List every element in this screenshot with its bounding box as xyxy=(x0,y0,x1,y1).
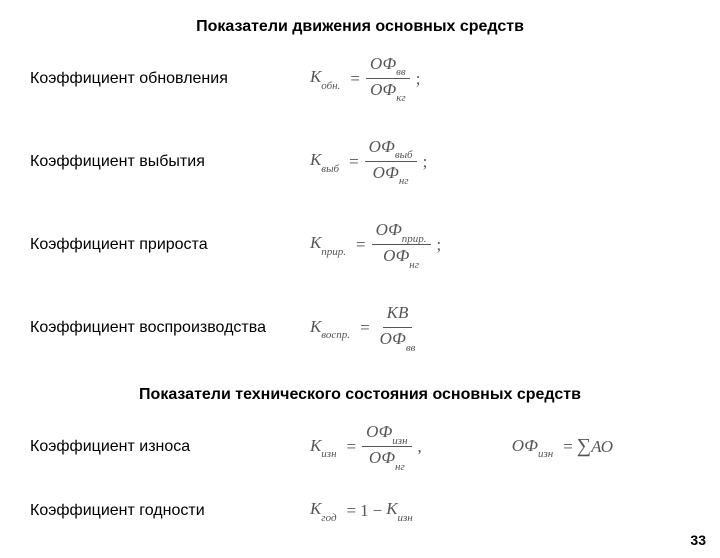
formula-wear: Кизн = ОФизн ОФнг , ОФизн = ∑ АО xyxy=(270,422,720,471)
row-renewal: Коэффициент обновления Кобн. = ОФвв ОФкг… xyxy=(0,54,720,103)
heading-movement: Показатели движения основных средств xyxy=(0,18,720,36)
heading-condition: Показатели технического состояния основн… xyxy=(0,386,720,404)
row-wear: Коэффициент износа Кизн = ОФизн ОФнг , О… xyxy=(0,422,720,471)
formula-growth: Кприр. = ОФприр. ОФнг ; xyxy=(270,220,720,269)
formula-reproduction: Квоспр. = КВ ОФвв xyxy=(270,303,720,352)
label-renewal: Коэффициент обновления xyxy=(30,70,270,88)
label-fitness: Коэффициент годности xyxy=(30,502,270,520)
row-disposal: Коэффициент выбытия Квыб = ОФвыб ОФнг ; xyxy=(0,137,720,186)
formula-disposal: Квыб = ОФвыб ОФнг ; xyxy=(270,137,720,186)
page-number: 33 xyxy=(690,532,706,548)
row-fitness: Коэффициент годности Кгод = 1 − Кизн xyxy=(0,499,720,521)
row-reproduction: Коэффициент воспроизводства Квоспр. = КВ… xyxy=(0,303,720,352)
formula-fitness: Кгод = 1 − Кизн xyxy=(270,499,720,521)
row-growth: Коэффициент прироста Кприр. = ОФприр. ОФ… xyxy=(0,220,720,269)
formula-wear-sum: ОФизн = ∑ АО xyxy=(512,435,613,458)
label-growth: Коэффициент прироста xyxy=(30,236,270,254)
label-disposal: Коэффициент выбытия xyxy=(30,153,270,171)
formula-renewal: Кобн. = ОФвв ОФкг ; xyxy=(270,54,720,103)
label-wear: Коэффициент износа xyxy=(30,438,270,456)
label-reproduction: Коэффициент воспроизводства xyxy=(30,319,270,337)
